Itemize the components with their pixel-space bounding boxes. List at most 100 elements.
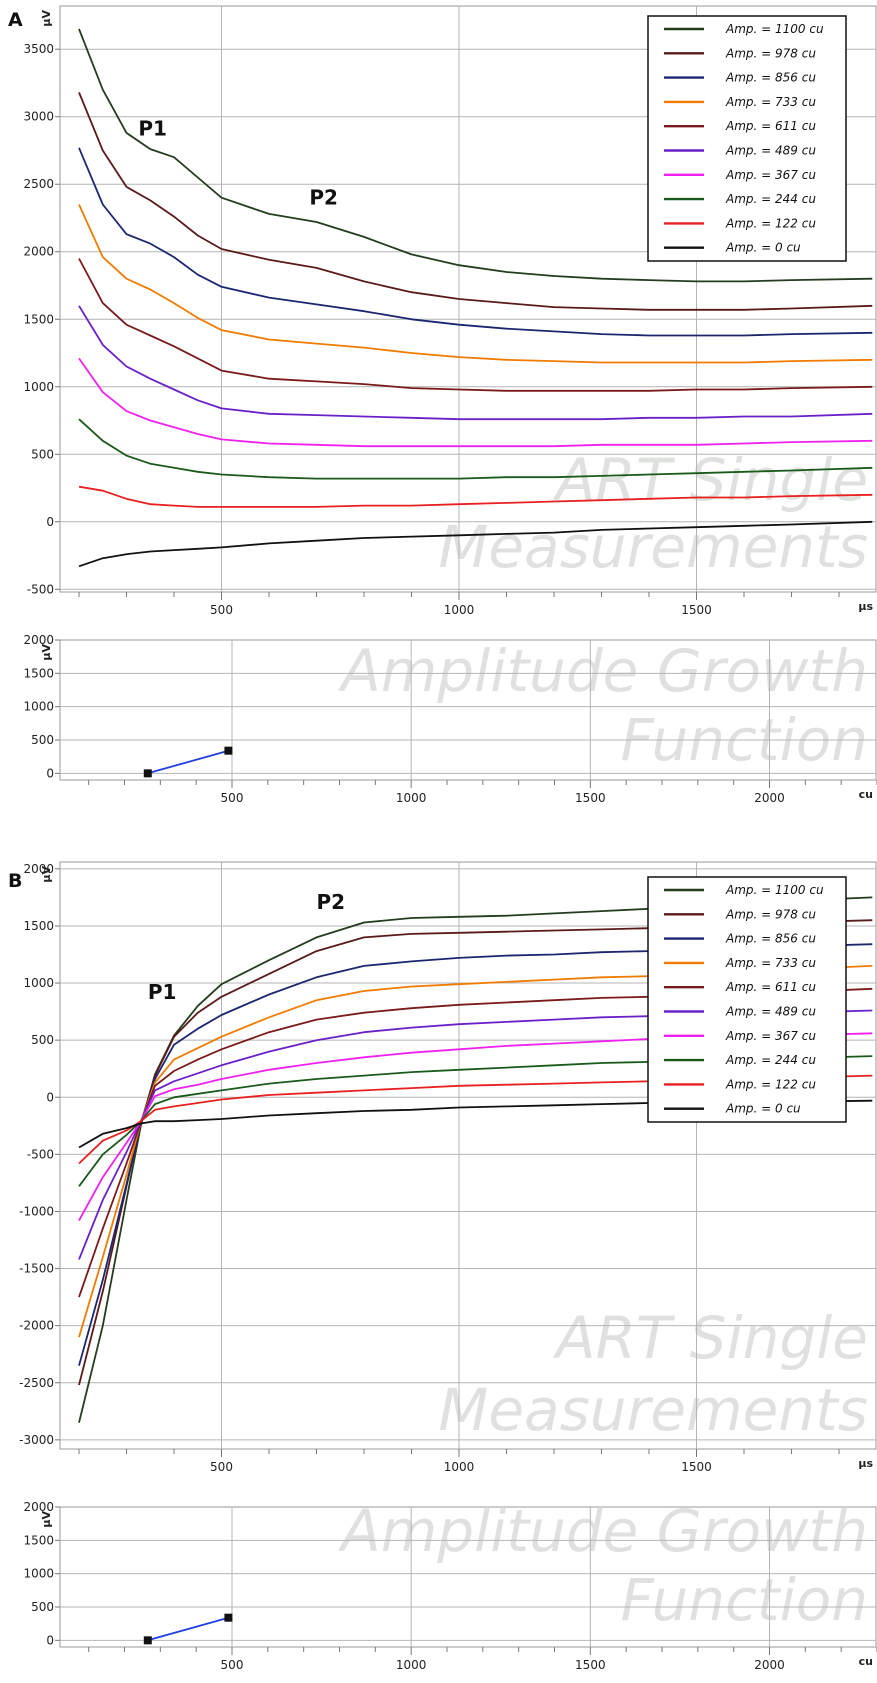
y-tick-label: -2500 [19,1376,54,1390]
x-tick-label: 1500 [575,1658,606,1672]
legend-label: Amp. = 611 cu [725,980,816,994]
data-point [224,746,233,755]
y-tick-label: -500 [27,582,54,596]
x-unit-label: μs [858,1457,873,1470]
panel-letter: A [8,9,23,31]
x-tick-label: 1500 [575,791,606,805]
y-tick-label: -3000 [19,1433,54,1447]
y-tick-label: 1500 [23,1533,54,1547]
watermark-line-2: Measurements [438,1376,868,1444]
y-tick-label: 500 [31,1600,54,1614]
x-tick-label: 1000 [444,1460,475,1474]
legend-label: Amp. = 367 cu [725,168,816,182]
data-point [143,769,152,778]
y-tick-label: 1500 [23,312,54,326]
x-tick-label: 1500 [681,603,712,617]
series-line-1 [78,28,873,283]
y-tick-label: 0 [46,515,54,529]
series-line-1 [147,1616,229,1642]
x-tick-label: 1000 [396,1658,427,1672]
y-tick-label: 1000 [23,380,54,394]
x-unit-label: cu [859,1655,873,1668]
x-tick-label: 500 [210,1460,233,1474]
y-tick-label: 2000 [23,245,54,259]
y-tick-label: 2000 [23,633,54,647]
y-tick-label: -1000 [19,1204,54,1218]
watermark-line-1: Amplitude Growth [337,637,868,705]
y-tick-label: 500 [31,733,54,747]
x-unit-label: cu [859,788,873,801]
watermark-line-1: ART Single [552,446,868,514]
legend-label: Amp. = 978 cu [725,907,816,921]
x-tick-label: 2000 [754,1658,785,1672]
series-line-4 [78,204,873,364]
legend-label: Amp. = 733 cu [725,956,816,970]
y-tick-label: 3500 [23,42,54,56]
x-tick-label: 2000 [754,791,785,805]
series-group [143,1613,233,1645]
y-tick-label: 500 [31,1033,54,1047]
series-line-7 [78,357,873,448]
series-line-6 [78,305,873,421]
legend-label: Amp. = 733 cu [725,95,816,109]
legend-label: Amp. = 489 cu [725,1005,816,1019]
peak-label-p1: P1 [148,980,177,1004]
y-tick-label: 2000 [23,1500,54,1514]
y-tick-label: 500 [31,447,54,461]
y-tick-label: 0 [46,1633,54,1647]
y-tick-label: -500 [27,1147,54,1161]
plot-area [59,1506,877,1648]
peak-label-p2: P2 [309,185,338,209]
series-line-3 [78,147,873,337]
x-tick-label: 500 [221,1658,244,1672]
series-line-5 [78,258,873,392]
peak-label-p2: P2 [316,890,345,914]
watermark-line-1: Amplitude Growth [337,1497,868,1565]
y-unit-label: μV [40,866,53,883]
x-tick-label: 1000 [396,791,427,805]
watermark-line-1: ART Single [552,1304,868,1372]
series-line-1 [147,749,229,775]
y-tick-label: 1500 [23,919,54,933]
x-tick-label: 1500 [681,1460,712,1474]
y-tick-label: -2000 [19,1319,54,1333]
y-unit-label: μV [40,1511,53,1528]
legend-label: Amp. = 611 cu [725,119,816,133]
x-tick-label: 500 [210,603,233,617]
series-group [78,28,873,568]
y-unit-label: μV [40,644,53,661]
plot-area [59,639,877,781]
y-tick-label: 1000 [23,976,54,990]
legend-label: Amp. = 244 cu [725,1053,816,1067]
legend-label: Amp. = 122 cu [725,216,816,230]
y-unit-label: μV [40,10,53,27]
legend-label: Amp. = 0 cu [725,241,801,255]
legend-label: Amp. = 367 cu [725,1029,816,1043]
data-point [224,1613,233,1622]
legend-label: Amp. = 856 cu [725,932,816,946]
y-tick-label: -1500 [19,1262,54,1276]
legend: Amp. = 1100 cu Amp. = 978 cu Amp. = 856 cu… [647,876,847,1123]
peak-label-p1: P1 [138,117,167,141]
y-tick-label: 0 [46,766,54,780]
x-unit-label: μs [858,600,873,613]
series-group [143,746,233,778]
legend-label: Amp. = 0 cu [725,1102,801,1116]
legend-label: Amp. = 856 cu [725,71,816,85]
series-line-8 [78,418,873,480]
legend: Amp. = 1100 cu Amp. = 978 cu Amp. = 856 cu… [647,15,847,262]
legend-label: Amp. = 122 cu [725,1077,816,1091]
y-tick-label: 0 [46,1090,54,1104]
y-tick-label: 1000 [23,700,54,714]
legend-box [647,15,847,262]
y-tick-label: 2000 [23,862,54,876]
legend-label: Amp. = 978 cu [725,46,816,60]
panel-letter: B [8,870,22,892]
series-line-2 [78,92,873,311]
y-tick-label: 3000 [23,110,54,124]
